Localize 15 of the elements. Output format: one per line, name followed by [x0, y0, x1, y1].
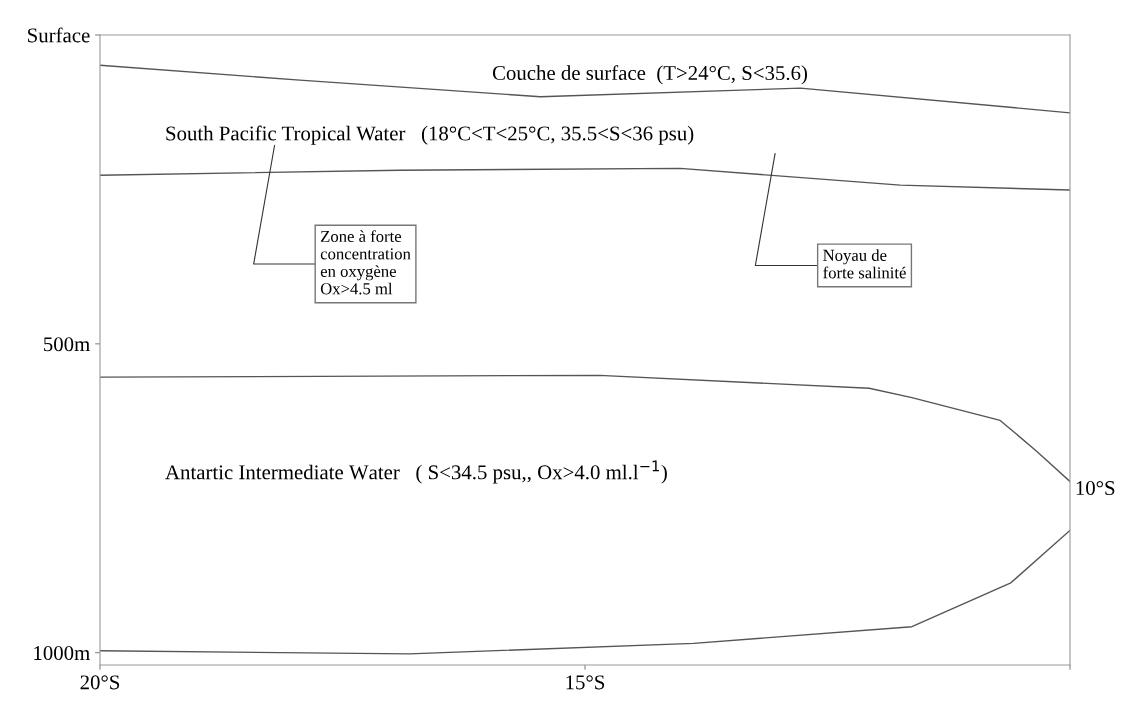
y-tick-label: Surface	[28, 27, 90, 43]
y-tick-label: 1000m	[34, 646, 90, 661]
line-series	[100, 64, 1070, 114]
annotation: South Pacific Tropical Water (18°C<T<25°C, 35.5<S<36 psu)	[166, 125, 694, 145]
line-series	[100, 529, 1070, 655]
annotation: Noyau de forte salinité	[823, 249, 906, 279]
x-tick-label: 15°S	[566, 675, 605, 690]
text: 10°S	[1076, 481, 1115, 496]
x-tick-label: 20°S	[80, 675, 120, 690]
annotation: Couche de surface (T>24°C, S<35.6)	[492, 65, 808, 85]
line-series	[100, 167, 1070, 191]
annotation: Antartic Intermediate Water ( S<34.5 psu,, Ox>4.0 ml.l$^{−1}$)	[165, 460, 667, 484]
line-series	[100, 374, 1070, 483]
annotation: Zone à forte concentration en oxygène Ox>4.5 ml	[320, 230, 411, 295]
y-tick-label: 500m	[44, 337, 90, 352]
